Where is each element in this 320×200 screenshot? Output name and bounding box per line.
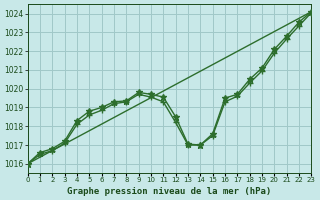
X-axis label: Graphe pression niveau de la mer (hPa): Graphe pression niveau de la mer (hPa) (68, 187, 272, 196)
